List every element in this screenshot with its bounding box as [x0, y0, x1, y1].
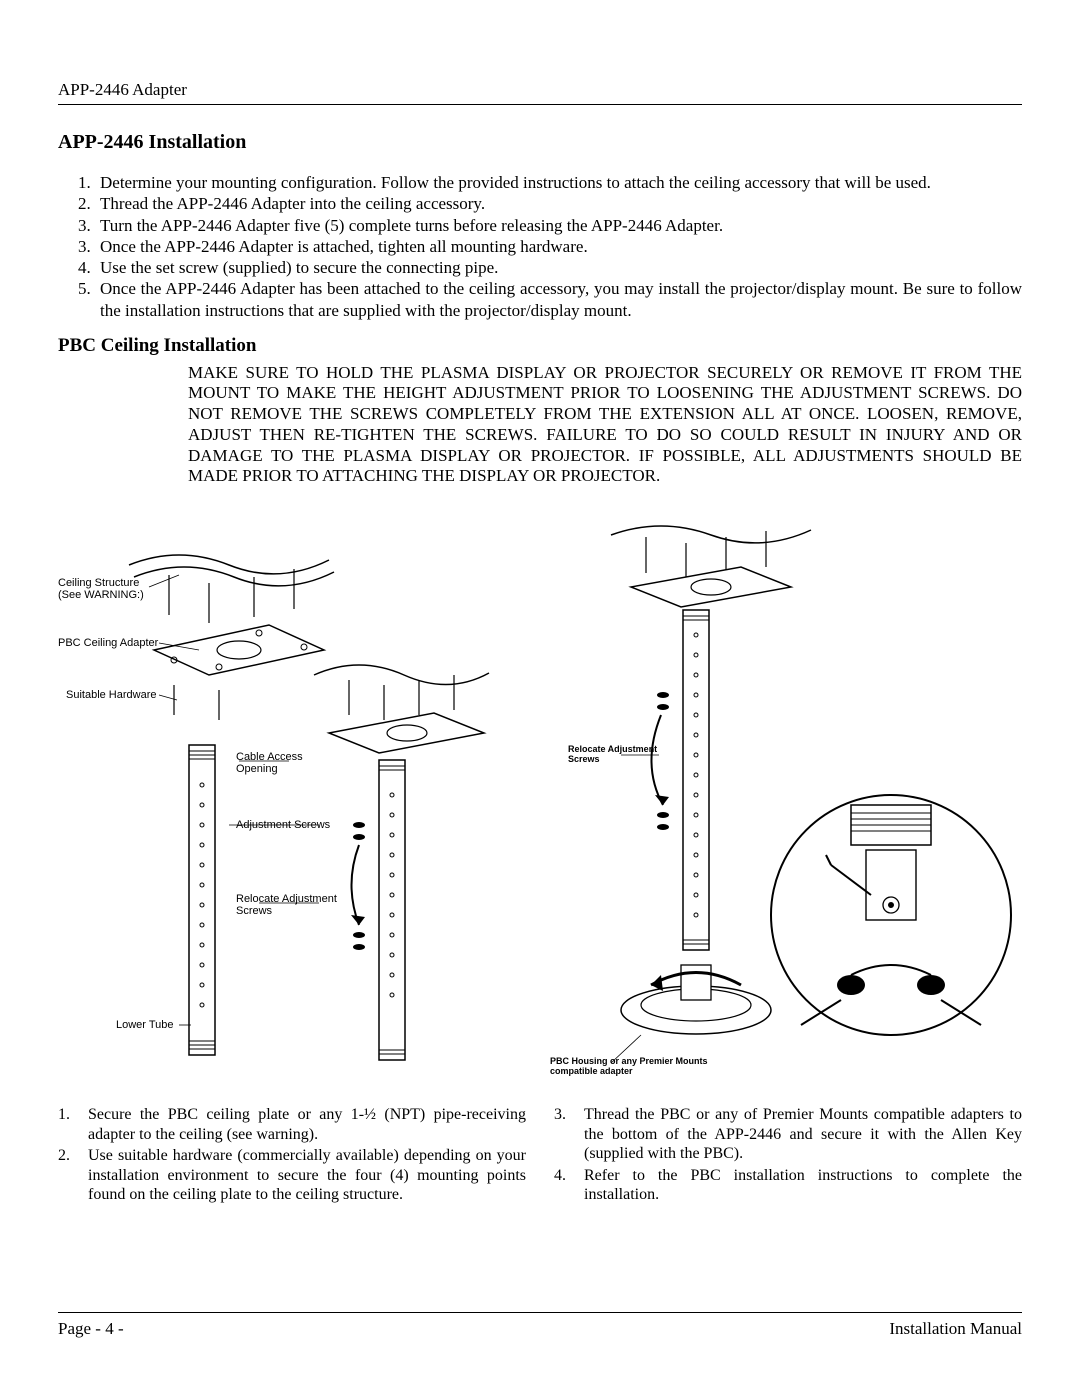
step-text: Once the APP-2446 Adapter is attached, t… [100, 236, 1022, 257]
right-diagram-svg [550, 505, 1022, 1095]
bottom-step: 3.Thread the PBC or any of Premier Mount… [554, 1105, 1022, 1164]
step-number: 1. [58, 1105, 88, 1144]
bottom-step: 1.Secure the PBC ceiling plate or any 1-… [58, 1105, 526, 1144]
label-pbc-housing: PBC Housing or any Premier Mounts compat… [550, 1057, 708, 1077]
diagram-right: Relocate Adjustment Screws PBC Housing o… [550, 505, 1022, 1095]
label-ceiling-structure: Ceiling Structure (See WARNING:) [58, 577, 144, 601]
step-text: Use suitable hardware (commercially avai… [88, 1146, 526, 1205]
bottom-col-right: 3.Thread the PBC or any of Premier Mount… [554, 1105, 1022, 1207]
step-text: Once the APP-2446 Adapter has been attac… [100, 278, 1022, 321]
step-text: Determine your mounting configuration. F… [100, 172, 1022, 193]
step-text: Thread the APP-2446 Adapter into the cei… [100, 193, 1022, 214]
page-header: APP-2446 Adapter [58, 80, 1022, 105]
step-number: 2. [58, 1146, 88, 1205]
product-name: APP-2446 Adapter [58, 80, 187, 99]
bottom-step: 2.Use suitable hardware (commercially av… [58, 1146, 526, 1205]
install-steps-list: 1.Determine your mounting configuration.… [58, 172, 1022, 321]
bottom-step: 4.Refer to the PBC installation instruct… [554, 1166, 1022, 1205]
step-text: Use the set screw (supplied) to secure t… [100, 257, 1022, 278]
install-step: 5.Once the APP-2446 Adapter has been att… [78, 278, 1022, 321]
step-number: 3. [78, 236, 100, 257]
step-number: 4. [554, 1166, 584, 1205]
page-number: Page - 4 - [58, 1319, 124, 1339]
label-lower-tube: Lower Tube [116, 1019, 173, 1031]
install-step: 1.Determine your mounting configuration.… [78, 172, 1022, 193]
step-number: 1. [78, 172, 100, 193]
install-step: 3.Turn the APP-2446 Adapter five (5) com… [78, 215, 1022, 236]
diagram-row: Ceiling Structure (See WARNING:) PBC Cei… [58, 505, 1022, 1095]
bottom-col-left: 1.Secure the PBC ceiling plate or any 1-… [58, 1105, 526, 1207]
page-footer: Page - 4 - Installation Manual [58, 1312, 1022, 1339]
step-text: Thread the PBC or any of Premier Mounts … [584, 1105, 1022, 1164]
section1-title: APP-2446 Installation [58, 131, 1022, 154]
label-cable-access: Cable Access Opening [236, 751, 303, 775]
label-adj-screws: Adjustment Screws [236, 819, 330, 831]
install-step: 4.Use the set screw (supplied) to secure… [78, 257, 1022, 278]
step-text: Turn the APP-2446 Adapter five (5) compl… [100, 215, 1022, 236]
section2-title: PBC Ceiling Installation [58, 335, 1022, 357]
diagram-left: Ceiling Structure (See WARNING:) PBC Cei… [58, 505, 530, 1095]
step-number: 2. [78, 193, 100, 214]
step-text: Secure the PBC ceiling plate or any 1-½ … [88, 1105, 526, 1144]
doc-type: Installation Manual [889, 1319, 1022, 1339]
step-number: 5. [78, 278, 100, 321]
label-relocate-adj: Relocate Adjustment Screws [236, 893, 337, 917]
step-number: 3. [78, 215, 100, 236]
bottom-columns: 1.Secure the PBC ceiling plate or any 1-… [58, 1105, 1022, 1207]
step-text: Refer to the PBC installation instructio… [584, 1166, 1022, 1205]
step-number: 4. [78, 257, 100, 278]
label-relocate-adj-right: Relocate Adjustment Screws [568, 745, 657, 765]
step-number: 3. [554, 1105, 584, 1164]
warning-text: MAKE SURE TO HOLD THE PLASMA DISPLAY OR … [58, 363, 1022, 487]
label-suitable-hw: Suitable Hardware [66, 689, 157, 701]
install-step: 3.Once the APP-2446 Adapter is attached,… [78, 236, 1022, 257]
install-step: 2.Thread the APP-2446 Adapter into the c… [78, 193, 1022, 214]
label-pbc-adapter: PBC Ceiling Adapter [58, 637, 158, 649]
